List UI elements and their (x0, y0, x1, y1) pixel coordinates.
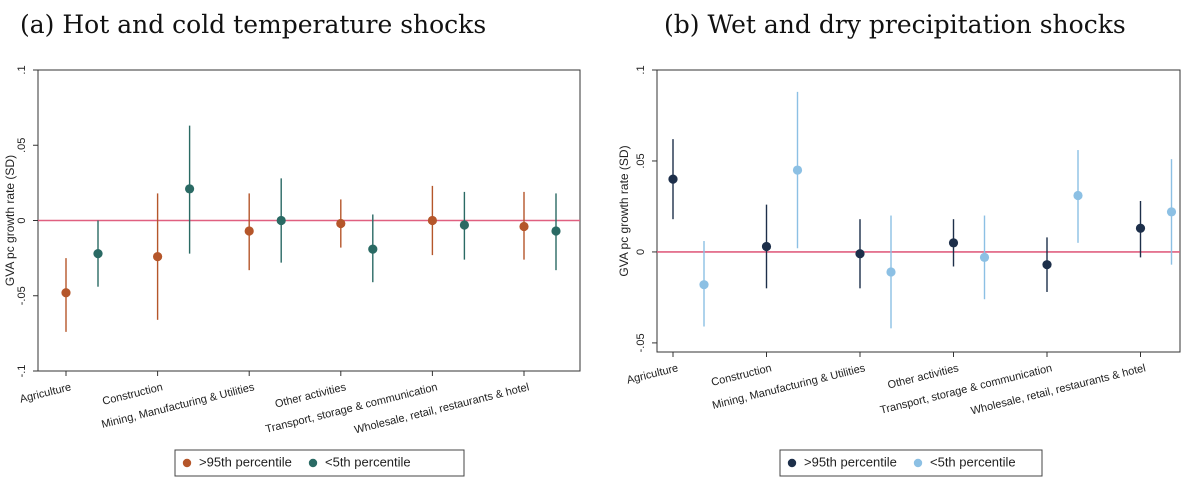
point-series-2 (886, 267, 896, 277)
y-axis-title: GVA pc growth rate (SD) (3, 155, 17, 286)
point-series-2 (93, 249, 103, 259)
legend-box (174, 449, 465, 477)
legend-label: <5th percentile (325, 454, 411, 469)
point-series-2 (368, 244, 378, 254)
point-series-2 (185, 184, 195, 194)
y-tick-label: 0 (16, 217, 28, 223)
legend-label: <5th percentile (930, 454, 1016, 469)
x-tick-label: Agriculture (19, 381, 73, 405)
point-series-1 (855, 249, 865, 259)
y-tick-label: -.1 (16, 365, 28, 378)
legend-marker (182, 458, 192, 468)
point-series-2 (1166, 207, 1177, 217)
y-tick-label: .05 (16, 138, 28, 153)
x-tick-label: Wholesale, retail, restaurants & hotel (353, 381, 530, 436)
point-series-2 (459, 220, 469, 230)
legend-marker (913, 458, 923, 468)
legend-label: >95th percentile (804, 454, 897, 469)
point-series-1 (244, 226, 254, 236)
legend-marker (787, 458, 797, 468)
point-series-1 (519, 221, 529, 232)
point-series-2 (979, 252, 990, 262)
point-series-1 (153, 252, 163, 262)
y-tick-label: .1 (635, 65, 647, 74)
point-series-2 (699, 280, 709, 290)
panel-a-title: (a) Hot and cold temperature shocks (20, 10, 487, 39)
point-series-2 (792, 165, 803, 175)
x-tick-label: Agriculture (626, 362, 680, 386)
panel-b-title: (b) Wet and dry precipitation shocks (664, 10, 1126, 39)
x-tick-label: Mining, Manufacturing & Utilities (100, 381, 256, 431)
y-axis-title: GVA pc growth rate (SD) (617, 145, 631, 276)
point-series-1 (668, 174, 678, 184)
x-tick-label: Construction (710, 362, 773, 389)
y-tick-label: .1 (16, 65, 28, 74)
point-series-2 (276, 215, 286, 226)
chart-wet-dry-precipitation: -.05 0 .05 .1 GVA pc growth rate (SD) Agricul… (617, 65, 1181, 477)
x-tick-label: Transport, storage & communication (879, 362, 1054, 416)
legend-label: >95th percentile (199, 454, 292, 469)
legend-marker (308, 458, 318, 468)
point-series-1 (1042, 260, 1052, 270)
point-series-1 (948, 238, 959, 248)
chart-hot-cold-temperature: -.1 -.05 0 .05 .1 GVA pc growth rate (SD) Agri… (3, 65, 581, 477)
y-tick-label: -.05 (635, 333, 647, 352)
point-series-1 (336, 218, 346, 229)
y-tick-label: .05 (635, 153, 647, 168)
x-tick-label: Construction (101, 381, 164, 408)
point-series-1 (61, 288, 71, 298)
plot-area (656, 69, 1181, 353)
x-tick-label: Mining, Manufacturing & Utilities (711, 362, 867, 412)
y-tick-label: -.05 (16, 286, 28, 305)
point-series-1 (1135, 223, 1146, 233)
x-tick-label: Transport, storage & communication (264, 381, 439, 435)
point-series-2 (1073, 190, 1083, 201)
y-tick-label: 0 (635, 249, 647, 255)
point-series-1 (427, 215, 437, 226)
x-tick-label: Wholesale, retail, restaurants & hotel (970, 362, 1147, 417)
point-series-1 (761, 241, 772, 252)
legend-box (779, 449, 1043, 477)
point-series-2 (551, 226, 561, 236)
